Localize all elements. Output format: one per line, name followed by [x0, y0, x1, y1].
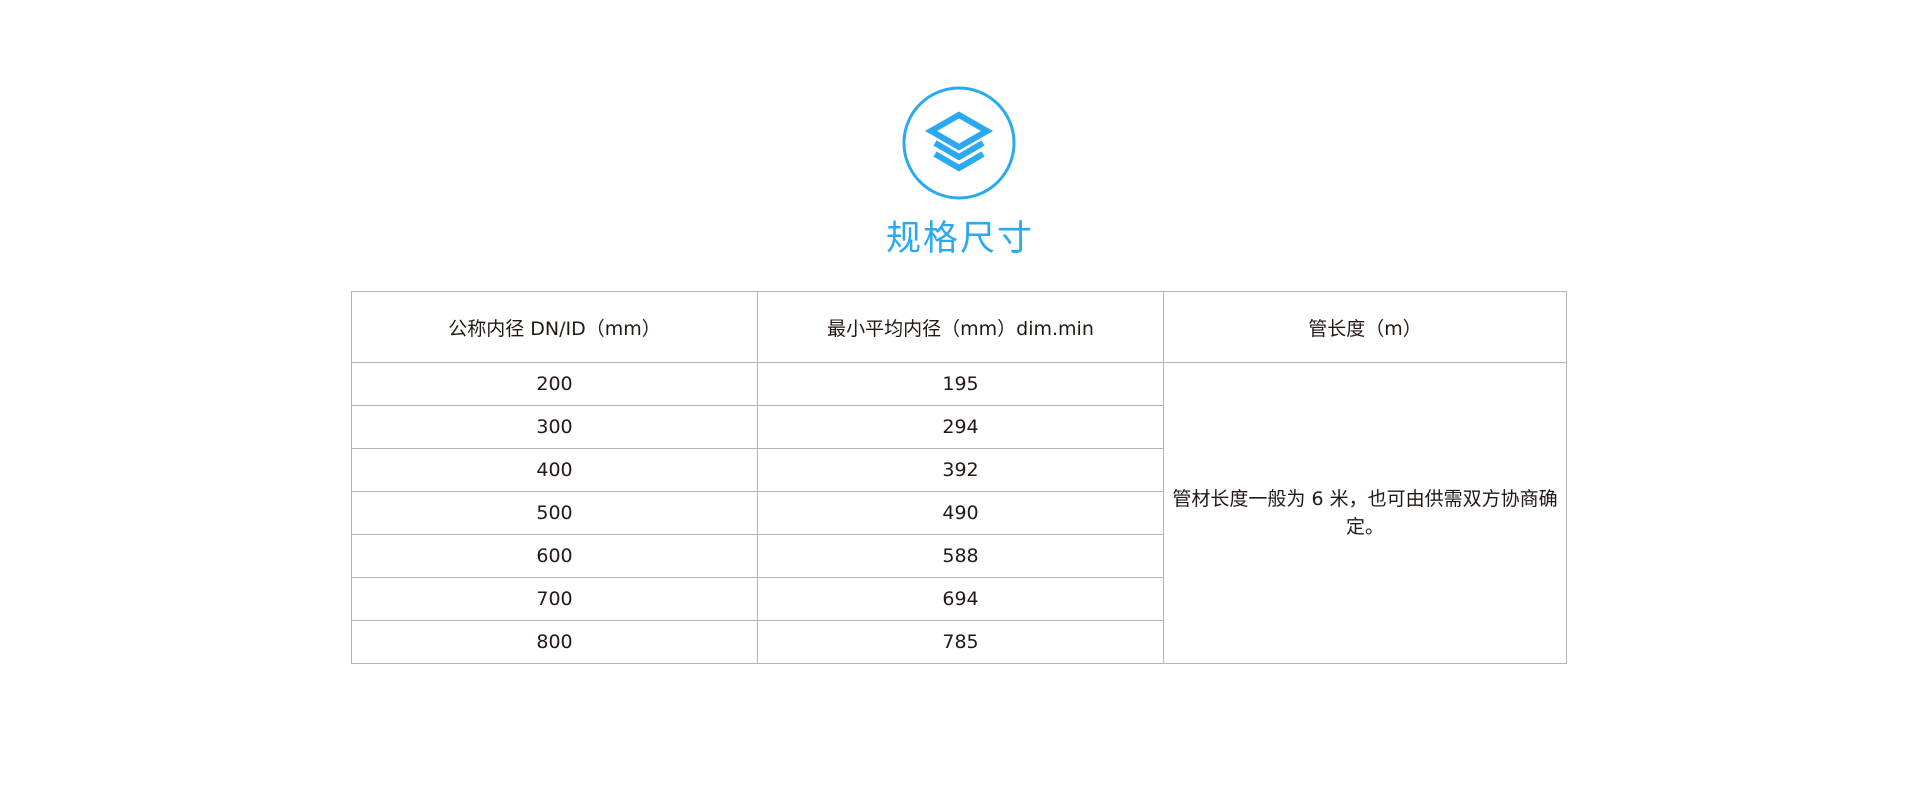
cell-dim-min: 588 — [757, 534, 1164, 578]
header-nominal-diameter: 公称内径 DN/ID（mm） — [351, 291, 758, 363]
header-pipe-length: 管长度（m） — [1163, 291, 1567, 363]
cell-dn: 700 — [351, 577, 758, 621]
table-row: 800 785 — [351, 620, 1567, 664]
cell-dim-min: 294 — [757, 405, 1164, 449]
cell-dim-min: 195 — [757, 362, 1164, 406]
header-min-mean-diameter: 最小平均内径（mm）dim.min — [757, 291, 1164, 363]
table-row: 200 195 管材长度一般为 6 米，也可由供需双方协商确定。 — [351, 362, 1567, 664]
table-row: 300 294 — [351, 405, 1567, 449]
layers-icon — [902, 86, 1016, 200]
cell-dim-min: 490 — [757, 491, 1164, 535]
cell-dim-min: 392 — [757, 448, 1164, 492]
cell-dn: 800 — [351, 620, 758, 664]
cell-dn: 600 — [351, 534, 758, 578]
cell-dim-min: 694 — [757, 577, 1164, 621]
table-header-row: 公称内径 DN/ID（mm） 最小平均内径（mm）dim.min 管长度（m） — [351, 291, 1567, 363]
spec-table: 公称内径 DN/ID（mm） 最小平均内径（mm）dim.min 管长度（m） … — [351, 291, 1567, 664]
cell-length-note: 管材长度一般为 6 米，也可由供需双方协商确定。 — [1163, 362, 1567, 664]
table-row: 700 694 — [351, 577, 1567, 621]
cell-dn: 200 — [351, 362, 758, 406]
cell-dn: 300 — [351, 405, 758, 449]
cell-dn: 400 — [351, 448, 758, 492]
table-row: 500 490 — [351, 491, 1567, 535]
section-title: 规格尺寸 — [885, 219, 1034, 259]
cell-dim-min: 785 — [757, 620, 1164, 664]
cell-dn: 500 — [351, 491, 758, 535]
